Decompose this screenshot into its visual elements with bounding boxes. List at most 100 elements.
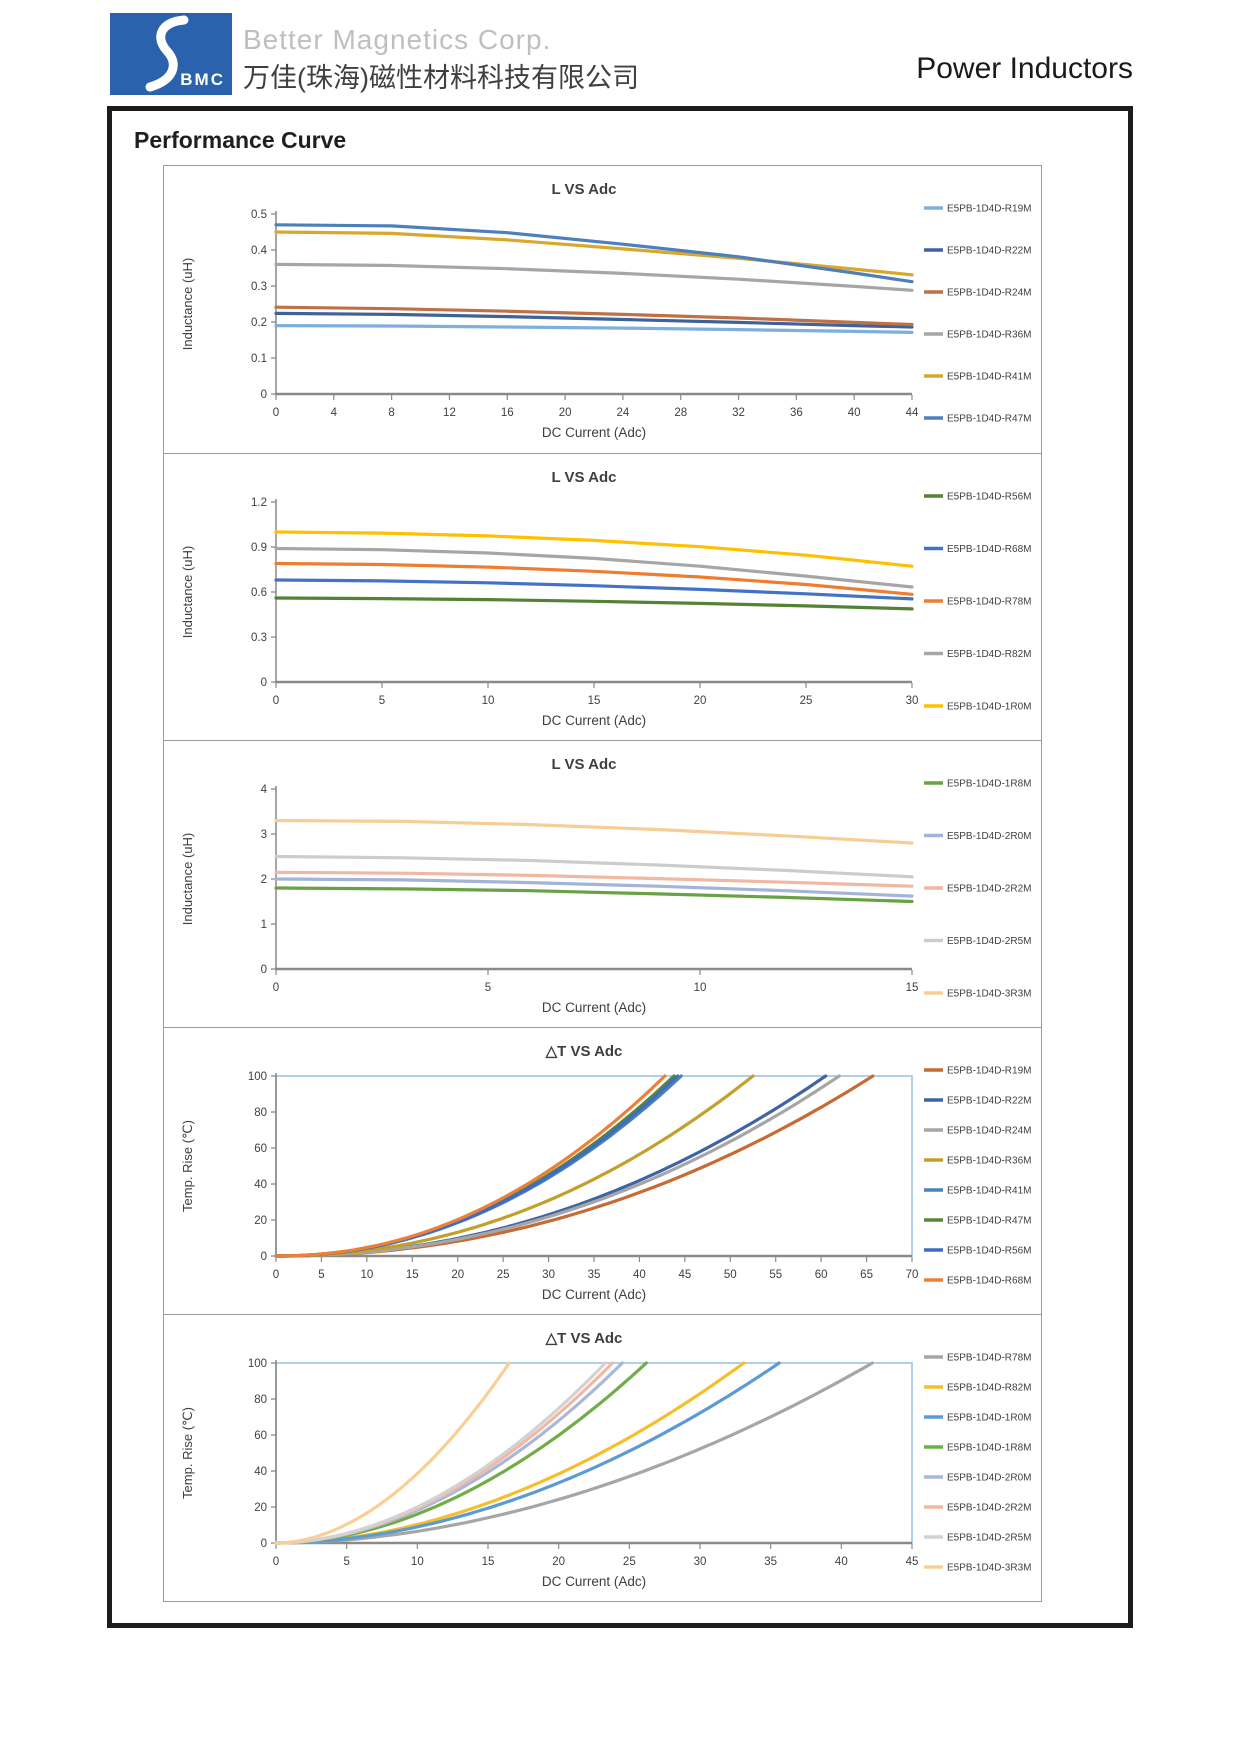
legend-item: E5PB-1D4D-R68M	[924, 1276, 1031, 1287]
chart-title: L VS Adc	[551, 469, 616, 486]
legend-item: E5PB-1D4D-R36M	[924, 330, 1031, 341]
svg-text:15: 15	[406, 1269, 419, 1281]
series-E5PB-1D4D-R22M	[274, 311, 914, 329]
legend-item: E5PB-1D4D-R41M	[924, 372, 1031, 383]
svg-text:0.3: 0.3	[251, 632, 267, 644]
legend-label: E5PB-1D4D-R78M	[947, 597, 1031, 608]
legend-label: E5PB-1D4D-2R2M	[947, 884, 1031, 895]
series-E5PB-1D4D-R47M	[274, 223, 914, 284]
svg-text:45: 45	[678, 1269, 691, 1281]
chart-canvas: △T VS Adc 0 20 40 60 80 100 0 5 10 15 20 25 30 35 40 45 D…	[180, 1330, 1031, 1589]
y-axis-label: Temp. Rise (℃)	[180, 1120, 195, 1212]
svg-text:60: 60	[815, 1269, 828, 1281]
x-axis-label: DC Current (Adc)	[542, 1287, 646, 1302]
svg-text:15: 15	[482, 1556, 495, 1568]
legend-item: E5PB-1D4D-R68M	[924, 544, 1031, 555]
svg-text:40: 40	[254, 1179, 267, 1191]
svg-text:60: 60	[254, 1143, 267, 1155]
legend-label: E5PB-1D4D-1R8M	[947, 1443, 1031, 1454]
chart-title: △T VS Adc	[545, 1043, 623, 1060]
svg-text:5: 5	[318, 1269, 324, 1281]
svg-text:100: 100	[248, 1071, 267, 1083]
svg-text:80: 80	[254, 1107, 267, 1119]
chart-title: △T VS Adc	[545, 1330, 623, 1347]
svg-text:0: 0	[273, 695, 279, 707]
svg-text:44: 44	[906, 407, 919, 419]
series-E5PB-1D4D-R68M	[274, 578, 914, 601]
legend-item: E5PB-1D4D-R22M	[924, 1096, 1031, 1107]
legend-label: E5PB-1D4D-2R5M	[947, 1533, 1031, 1544]
svg-text:25: 25	[800, 695, 813, 707]
svg-text:20: 20	[694, 695, 707, 707]
legend-item: E5PB-1D4D-R41M	[924, 1186, 1031, 1197]
legend-item: E5PB-1D4D-2R2M	[924, 1503, 1031, 1514]
legend-item: E5PB-1D4D-1R0M	[924, 1413, 1031, 1424]
legend-item: E5PB-1D4D-R56M	[924, 1246, 1031, 1257]
svg-text:0: 0	[261, 1538, 267, 1550]
series-E5PB-1D4D-1R0M	[274, 530, 914, 568]
legend-item: E5PB-1D4D-R19M	[924, 1066, 1031, 1077]
chart-canvas: △T VS Adc 0 20 40 60 80 100 0 5 10 15 20 25 30 35 40 45 5…	[180, 1043, 1031, 1302]
legend-label: E5PB-1D4D-2R5M	[947, 936, 1031, 947]
svg-text:2: 2	[261, 874, 267, 886]
svg-text:5: 5	[485, 982, 491, 994]
legend-item: E5PB-1D4D-R47M	[924, 1216, 1031, 1227]
svg-text:55: 55	[769, 1269, 782, 1281]
svg-text:0: 0	[273, 1269, 279, 1281]
svg-text:20: 20	[552, 1556, 565, 1568]
series-E5PB-1D4D-R82M	[274, 546, 914, 589]
legend-label: E5PB-1D4D-R68M	[947, 544, 1031, 555]
series-E5PB-1D4D-3R3M	[274, 1361, 511, 1545]
series-E5PB-1D4D-R78M	[274, 1361, 875, 1545]
legend-label: E5PB-1D4D-3R3M	[947, 989, 1031, 1000]
series-E5PB-1D4D-R56M	[274, 596, 914, 611]
legend-item: E5PB-1D4D-R24M	[924, 1126, 1031, 1137]
legend-item: E5PB-1D4D-1R0M	[924, 702, 1031, 713]
legend-item: E5PB-1D4D-R19M	[924, 204, 1031, 215]
svg-text:10: 10	[411, 1556, 424, 1568]
legend-item: E5PB-1D4D-R82M	[924, 649, 1031, 660]
svg-text:0: 0	[261, 1251, 267, 1263]
svg-text:10: 10	[482, 695, 495, 707]
svg-text:0.4: 0.4	[251, 245, 268, 257]
legend-item: E5PB-1D4D-2R5M	[924, 1533, 1031, 1544]
page-title: Performance Curve	[134, 127, 347, 153]
svg-text:20: 20	[559, 407, 572, 419]
series-E5PB-1D4D-2R5M	[274, 1361, 607, 1545]
legend-item: E5PB-1D4D-R78M	[924, 1353, 1031, 1364]
svg-text:4: 4	[331, 407, 338, 419]
legend-label: E5PB-1D4D-2R2M	[947, 1503, 1031, 1514]
legend-item: E5PB-1D4D-R22M	[924, 246, 1031, 257]
svg-text:4: 4	[261, 784, 268, 796]
series-E5PB-1D4D-R78M	[274, 561, 914, 596]
legend-label: E5PB-1D4D-R82M	[947, 649, 1031, 660]
legend-label: E5PB-1D4D-R22M	[947, 1096, 1031, 1107]
svg-text:20: 20	[254, 1502, 267, 1514]
legend-label: E5PB-1D4D-2R0M	[947, 831, 1031, 842]
svg-text:45: 45	[906, 1556, 919, 1568]
legend-label: E5PB-1D4D-1R8M	[947, 779, 1031, 790]
legend-label: E5PB-1D4D-R36M	[947, 1156, 1031, 1167]
series-E5PB-1D4D-2R0M	[274, 877, 914, 898]
legend-label: E5PB-1D4D-R19M	[947, 204, 1031, 215]
svg-text:20: 20	[254, 1215, 267, 1227]
series-E5PB-1D4D-R36M	[274, 1074, 755, 1258]
performance-curve-box: Performance Curve L VS Adc 0 0.1 0.2 0.3 0.4 0…	[107, 106, 1133, 1628]
legend-item: E5PB-1D4D-3R3M	[924, 989, 1031, 1000]
series-E5PB-1D4D-R36M	[274, 262, 914, 292]
svg-text:36: 36	[790, 407, 803, 419]
svg-text:0: 0	[273, 1556, 279, 1568]
svg-text:1: 1	[261, 919, 267, 931]
legend-item: E5PB-1D4D-2R0M	[924, 831, 1031, 842]
svg-text:40: 40	[835, 1556, 848, 1568]
chart-l-vs-adc-3: L VS Adc 0 1 2 3 4 0 5 10 15 DC Current (Adc) Induc…	[164, 740, 1041, 1027]
legend-label: E5PB-1D4D-R82M	[947, 1383, 1031, 1394]
series-E5PB-1D4D-2R2M	[274, 870, 914, 888]
svg-text:0.3: 0.3	[251, 281, 267, 293]
svg-text:0: 0	[273, 982, 279, 994]
svg-text:5: 5	[379, 695, 385, 707]
svg-text:0: 0	[261, 964, 267, 976]
svg-text:40: 40	[848, 407, 861, 419]
svg-text:35: 35	[588, 1269, 601, 1281]
svg-text:40: 40	[254, 1466, 267, 1478]
